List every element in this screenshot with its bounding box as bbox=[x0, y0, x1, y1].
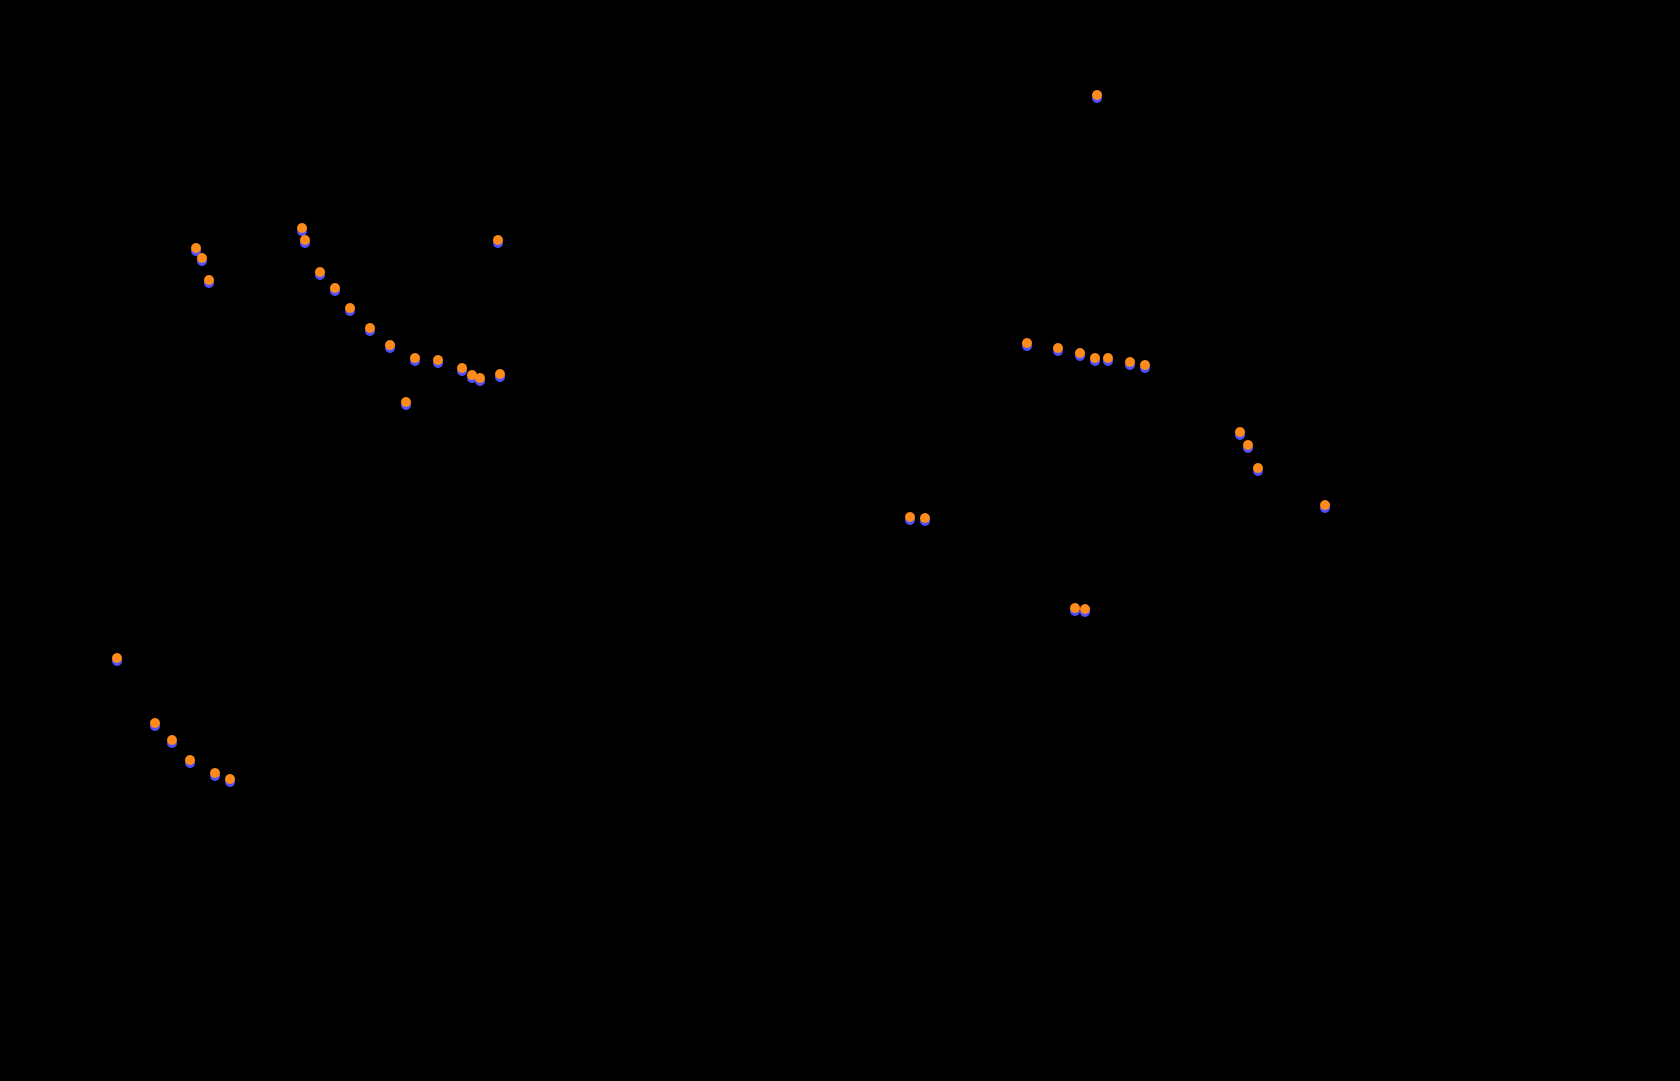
data-point bbox=[1140, 360, 1150, 370]
data-point bbox=[1053, 343, 1063, 353]
data-point bbox=[330, 283, 340, 293]
data-point bbox=[457, 363, 467, 373]
data-point bbox=[167, 735, 177, 745]
data-point bbox=[1092, 90, 1102, 100]
data-point bbox=[365, 323, 375, 333]
data-point bbox=[401, 397, 411, 407]
data-point bbox=[345, 303, 355, 313]
data-point bbox=[1022, 338, 1032, 348]
data-point bbox=[1075, 348, 1085, 358]
data-point bbox=[210, 768, 220, 778]
data-point bbox=[1125, 357, 1135, 367]
data-point bbox=[191, 243, 201, 253]
data-point bbox=[433, 355, 443, 365]
data-point bbox=[1070, 603, 1080, 613]
data-point bbox=[297, 223, 307, 233]
data-point bbox=[920, 513, 930, 523]
data-point bbox=[1080, 604, 1090, 614]
data-point bbox=[150, 718, 160, 728]
data-point bbox=[112, 653, 122, 663]
data-point bbox=[1090, 353, 1100, 363]
data-point bbox=[300, 235, 310, 245]
data-point bbox=[385, 340, 395, 350]
data-point bbox=[315, 267, 325, 277]
data-point bbox=[204, 275, 214, 285]
scatter-chart bbox=[0, 0, 1680, 1081]
data-point bbox=[905, 512, 915, 522]
data-point bbox=[197, 253, 207, 263]
data-point bbox=[495, 369, 505, 379]
data-point bbox=[475, 373, 485, 383]
data-point bbox=[410, 353, 420, 363]
data-point bbox=[185, 755, 195, 765]
data-point bbox=[1320, 500, 1330, 510]
data-point bbox=[1235, 427, 1245, 437]
data-point bbox=[493, 235, 503, 245]
data-point bbox=[1253, 463, 1263, 473]
data-point bbox=[1243, 440, 1253, 450]
data-point bbox=[1103, 353, 1113, 363]
data-point bbox=[225, 774, 235, 784]
